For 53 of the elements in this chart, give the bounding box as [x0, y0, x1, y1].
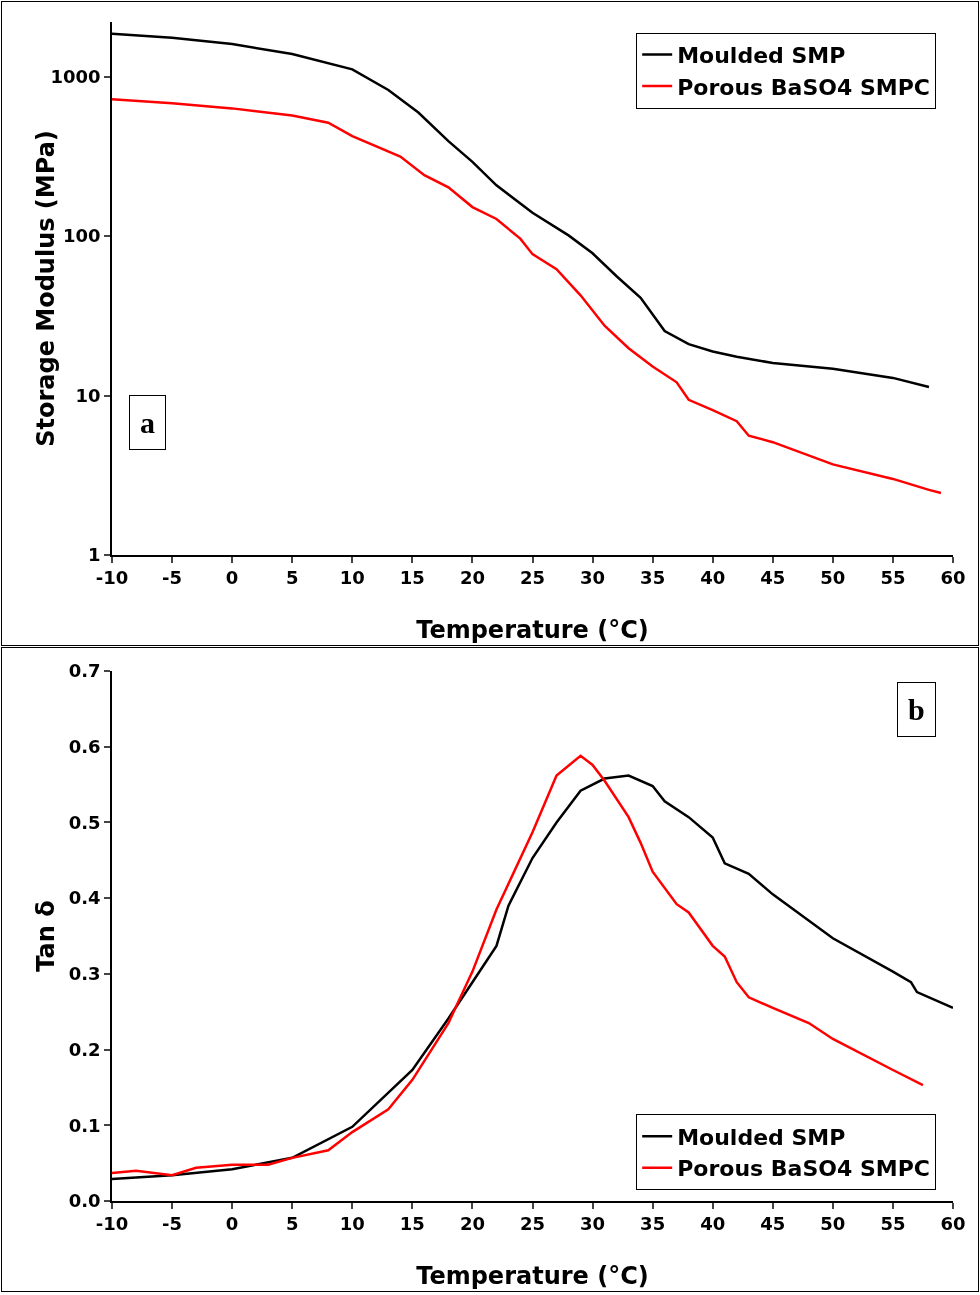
x-tick-label: 45 — [760, 567, 786, 589]
x-tick-label: 55 — [880, 567, 906, 589]
y-tick-label: 0.6 — [68, 736, 101, 758]
x-tick-label: 15 — [399, 567, 425, 589]
y-axis-title: Storage Modulus (MPa) — [31, 130, 60, 447]
y-tick-label: 100 — [63, 225, 101, 247]
legend-label: Moulded SMP — [677, 43, 846, 69]
x-tick-label: -10 — [95, 567, 129, 589]
x-tick-label: 35 — [640, 1213, 666, 1235]
x-axis-title: Temperature (°C) — [416, 615, 649, 644]
x-tick-label: -5 — [162, 567, 183, 589]
x-tick-label: 50 — [820, 567, 846, 589]
x-tick-label: -10 — [95, 1213, 129, 1235]
x-tick-label: 30 — [580, 1213, 606, 1235]
y-tick-label: 0.3 — [68, 963, 101, 985]
x-tick-label: 25 — [519, 1213, 546, 1235]
legend-label: Porous BaSO4 SMPC — [677, 1156, 930, 1182]
x-tick-label: 25 — [519, 567, 546, 589]
x-tick-label: 35 — [640, 567, 666, 589]
y-tick-label: 0.4 — [68, 887, 101, 909]
y-tick-label: 10 — [75, 384, 101, 406]
x-tick-label: 20 — [459, 567, 485, 589]
x-tick-label: 0 — [225, 567, 239, 589]
x-tick-label: 0 — [225, 1213, 239, 1235]
x-tick-label: 60 — [940, 1213, 966, 1235]
y-tick-label: 0.1 — [68, 1114, 101, 1136]
x-tick-label: 5 — [285, 567, 299, 589]
legend-label: Moulded SMP — [677, 1124, 846, 1150]
y-tick-label: 1000 — [50, 65, 101, 87]
x-tick-label: 50 — [820, 1213, 846, 1235]
x-tick-label: 60 — [940, 567, 966, 589]
y-tick-label: 1 — [88, 544, 101, 566]
y-tick-label: 0.7 — [68, 660, 101, 682]
x-tick-label: 40 — [700, 567, 726, 589]
legend-label: Porous BaSO4 SMPC — [677, 74, 930, 100]
y-tick-label: 0.5 — [68, 811, 101, 833]
x-tick-label: 10 — [339, 567, 365, 589]
x-tick-label: 20 — [459, 1213, 485, 1235]
y-tick-label: 0.2 — [68, 1038, 101, 1060]
x-tick-label: 40 — [700, 1213, 726, 1235]
x-tick-label: 55 — [880, 1213, 906, 1235]
line-series — [112, 97, 943, 495]
annotation: b — [908, 693, 925, 726]
x-tick-label: 45 — [760, 1213, 786, 1235]
x-tick-label: -5 — [162, 1213, 183, 1235]
x-tick-label: 15 — [399, 1213, 425, 1235]
x-axis-title: Temperature (°C) — [416, 1261, 649, 1290]
y-axis-title: Tan δ — [31, 900, 60, 972]
x-tick-label: 10 — [339, 1213, 365, 1235]
annotation: a — [140, 406, 155, 439]
x-tick-label: 5 — [285, 1213, 299, 1235]
x-tick-label: 30 — [580, 567, 606, 589]
y-tick-label: 0.0 — [68, 1190, 101, 1212]
